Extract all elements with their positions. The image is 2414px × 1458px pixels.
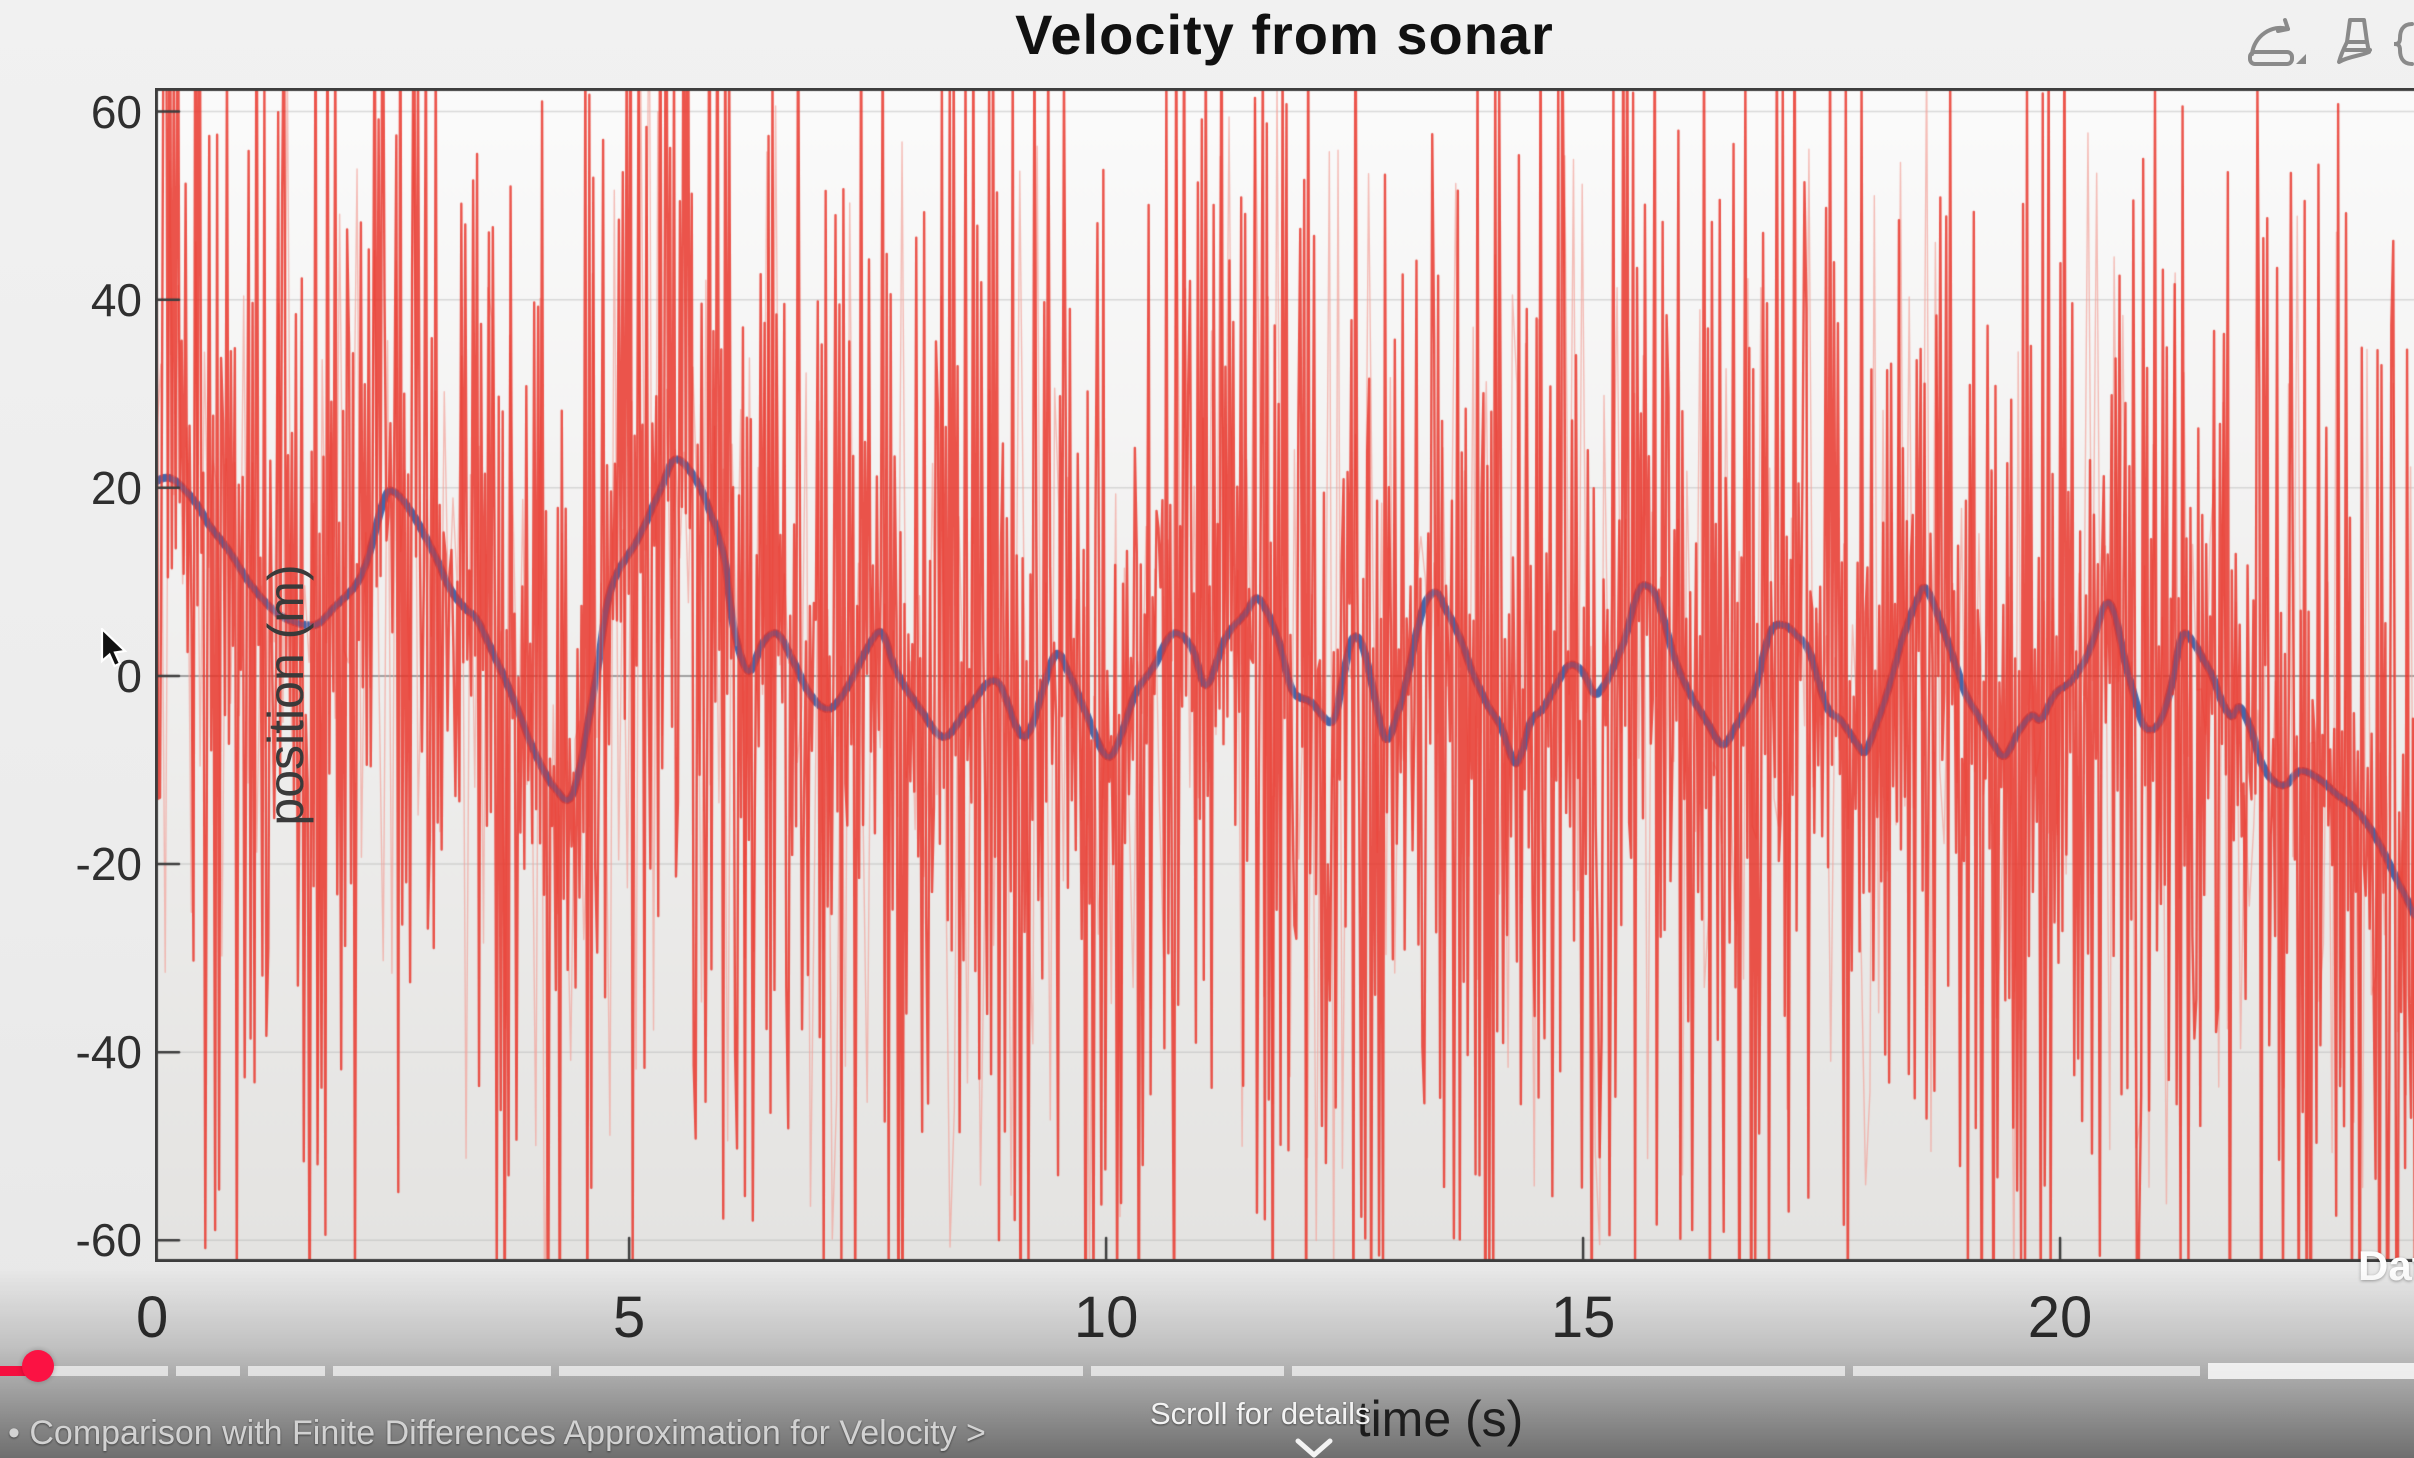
y-tick-label: -20	[75, 838, 142, 891]
y-tick-label: -60	[75, 1214, 142, 1267]
progress-chapter-segment[interactable]	[248, 1366, 325, 1376]
y-axis-label: position (m)	[258, 564, 314, 826]
partial-icon[interactable]	[2392, 16, 2414, 72]
brush-icon[interactable]	[2322, 16, 2378, 72]
x-tick-label: 15	[1550, 1285, 1616, 1350]
y-tick-label: -40	[75, 1026, 142, 1079]
plot-title: Velocity from sonar	[1015, 3, 1554, 66]
playhead-knob[interactable]	[22, 1350, 54, 1382]
legend-text-cutoff: Dat	[2358, 1242, 2414, 1289]
progress-chapter-segment[interactable]	[2208, 1363, 2414, 1379]
chapter-title[interactable]: • Comparison with Finite Differences App…	[8, 1414, 986, 1452]
scroll-hint: Scroll for details	[1150, 1396, 1371, 1431]
y-tick-label: 60	[90, 85, 142, 138]
progress-played	[0, 1366, 38, 1376]
y-tick-label: 20	[90, 461, 142, 514]
velocity-plot	[155, 88, 2414, 1262]
export-icon[interactable]	[2246, 16, 2308, 72]
progress-chapter-segment[interactable]	[1091, 1366, 1284, 1376]
chevron-down-icon[interactable]	[1292, 1438, 1336, 1458]
progress-chapter-segment[interactable]	[0, 1366, 168, 1376]
x-tick-label: 20	[2027, 1285, 2093, 1350]
progress-chapter-segment[interactable]	[176, 1366, 240, 1376]
mouse-cursor	[100, 626, 130, 675]
x-tick-label: 5	[612, 1285, 646, 1350]
video-progress-bar[interactable]	[0, 1361, 2414, 1385]
progress-chapter-segment[interactable]	[559, 1366, 1083, 1376]
x-tick-label: 0	[135, 1285, 169, 1350]
progress-chapter-segment[interactable]	[1853, 1366, 2200, 1376]
y-tick-label: 0	[116, 649, 142, 702]
y-tick-label: 40	[90, 273, 142, 326]
progress-chapter-segment[interactable]	[1292, 1366, 1845, 1376]
progress-chapter-segment[interactable]	[333, 1366, 551, 1376]
figure-toolbar	[2246, 16, 2414, 72]
x-tick-label: 10	[1073, 1285, 1139, 1350]
